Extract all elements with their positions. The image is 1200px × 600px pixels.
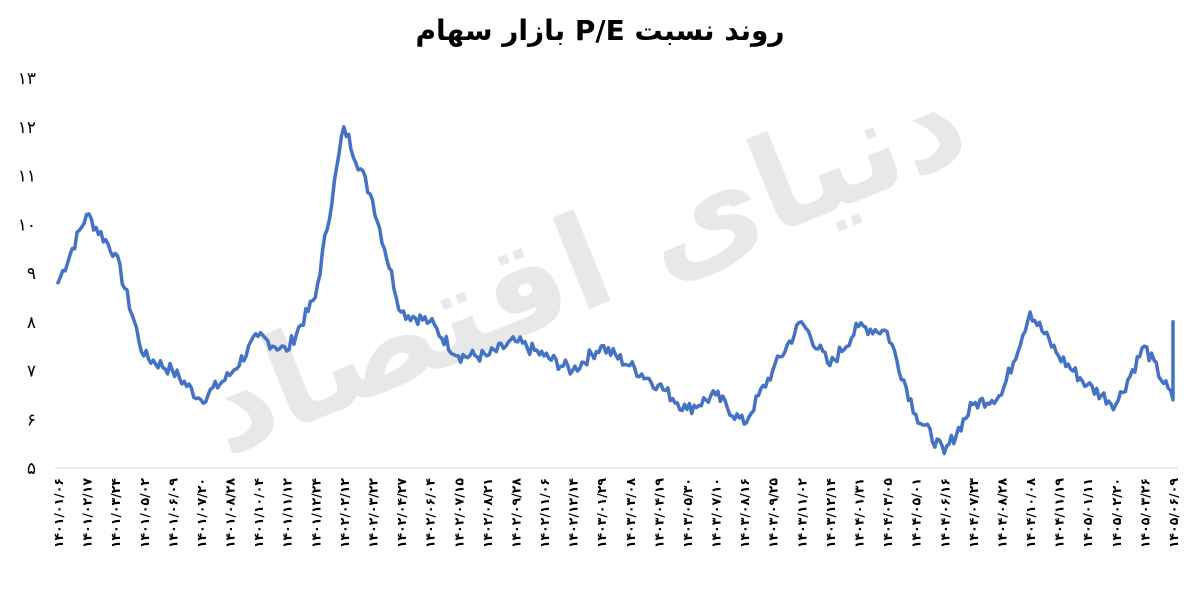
x-axis: ۱۴۰۱/۰۱/۰۶ ۱۴۰۱/۰۲/۱۷ ۱۴۰۱/۰۳/۲۴ ۱۴۰۱/۰۵/۰۲… bbox=[51, 478, 1181, 549]
x-tick-label: ۱۴۰۱/۰۲/۱۷ bbox=[80, 478, 95, 549]
chart-title: روند نسبت P/E بازار سهام bbox=[415, 14, 785, 47]
x-tick-label: ۱۴۰۵/۰۶/۰۹ bbox=[1166, 478, 1181, 549]
x-tick-label: ۱۴۰۲/۰۸/۲۱ bbox=[480, 478, 495, 548]
x-tick-label: ۱۴۰۳/۰۵/۳۰ bbox=[680, 478, 695, 548]
y-tick-label: ۶ bbox=[27, 410, 36, 430]
x-tick-label: ۱۴۰۱/۱۰/۰۴ bbox=[251, 478, 266, 549]
x-tick-label: ۱۴۰۲/۱۱/۰۶ bbox=[537, 478, 552, 548]
x-tick-label: ۱۴۰۲/۱۲/۱۴ bbox=[566, 478, 581, 549]
y-tick-label: ۸ bbox=[27, 313, 36, 333]
x-tick-label: ۱۴۰۲/۰۳/۲۲ bbox=[365, 478, 380, 549]
x-tick-label: ۱۴۰۴/۰۱/۳۱ bbox=[852, 478, 867, 548]
x-tick-label: ۱۴۰۳/۰۴/۱۹ bbox=[651, 478, 666, 549]
x-tick-label: ۱۴۰۱/۰۷/۲۰ bbox=[194, 478, 209, 548]
y-tick-label: ۵ bbox=[27, 459, 36, 479]
x-tick-label: ۱۴۰۳/۱۲/۱۴ bbox=[823, 478, 838, 549]
x-tick-label: ۱۴۰۴/۰۳/۰۵ bbox=[880, 478, 895, 549]
series-line bbox=[56, 125, 1175, 456]
x-tick-label: ۱۴۰۱/۰۵/۰۲ bbox=[137, 478, 152, 549]
y-tick-label: ۷ bbox=[27, 362, 36, 382]
x-tick-label: ۱۴۰۱/۱۱/۱۲ bbox=[280, 478, 295, 549]
x-tick-label: ۱۴۰۵/۰۳/۲۶ bbox=[1137, 478, 1152, 548]
x-tick-label: ۱۴۰۱/۰۳/۲۴ bbox=[108, 478, 123, 549]
x-tick-label: ۱۴۰۲/۰۴/۲۷ bbox=[394, 478, 409, 549]
x-tick-label: ۱۴۰۱/۰۶/۰۹ bbox=[165, 478, 180, 549]
y-tick-label: ۱۱ bbox=[18, 167, 36, 187]
x-tick-label: ۱۴۰۲/۰۲/۱۲ bbox=[337, 478, 352, 549]
x-tick-label: ۱۴۰۲/۰۹/۲۸ bbox=[508, 478, 523, 549]
x-tick-label: ۱۴۰۳/۰۳/۰۸ bbox=[623, 478, 638, 549]
x-tick-label: ۱۴۰۴/۰۷/۲۳ bbox=[966, 478, 981, 549]
x-tick-label: ۱۴۰۳/۰۸/۱۶ bbox=[737, 478, 752, 548]
x-tick-label: ۱۴۰۵/۰۱/۱۱ bbox=[1080, 478, 1095, 548]
x-tick-label: ۱۴۰۴/۱۱/۱۹ bbox=[1052, 478, 1067, 549]
x-tick-label: ۱۴۰۵/۰۲/۲۰ bbox=[1109, 478, 1124, 548]
x-tick-label: ۱۴۰۲/۰۶/۰۴ bbox=[423, 478, 438, 549]
x-tick-label: ۱۴۰۳/۰۱/۲۹ bbox=[594, 478, 609, 549]
x-tick-label: ۱۴۰۳/۰۷/۱۰ bbox=[709, 478, 724, 548]
x-tick-label: ۱۴۰۳/۰۹/۲۵ bbox=[766, 478, 781, 549]
x-tick-label: ۱۴۰۲/۰۷/۱۵ bbox=[451, 478, 466, 549]
x-tick-label: ۱۴۰۱/۰۸/۲۸ bbox=[223, 478, 238, 549]
x-tick-label: ۱۴۰۳/۱۱/۰۲ bbox=[794, 478, 809, 549]
x-tick-label: ۱۴۰۴/۱۰/۰۸ bbox=[1023, 478, 1038, 549]
x-tick-label: ۱۴۰۴/۰۸/۲۸ bbox=[994, 478, 1009, 549]
y-tick-label: ۱۰ bbox=[18, 215, 36, 235]
y-axis: ۵ ۶ ۷ ۸ ۹ ۱۰ ۱۱ ۱۲ ۱۳ bbox=[18, 69, 36, 479]
y-tick-label: ۱۳ bbox=[18, 69, 36, 89]
y-tick-label: ۱۲ bbox=[18, 118, 36, 138]
x-tick-label: ۱۴۰۴/۰۶/۱۶ bbox=[937, 478, 952, 548]
watermark-text: دنیای اقتصاد bbox=[180, 41, 986, 485]
x-tick-label: ۱۴۰۱/۱۲/۲۴ bbox=[308, 478, 323, 549]
x-tick-label: ۱۴۰۱/۰۱/۰۶ bbox=[51, 478, 66, 548]
x-tick-label: ۱۴۰۴/۰۵/۰۱ bbox=[909, 478, 924, 548]
y-tick-label: ۹ bbox=[27, 264, 36, 284]
